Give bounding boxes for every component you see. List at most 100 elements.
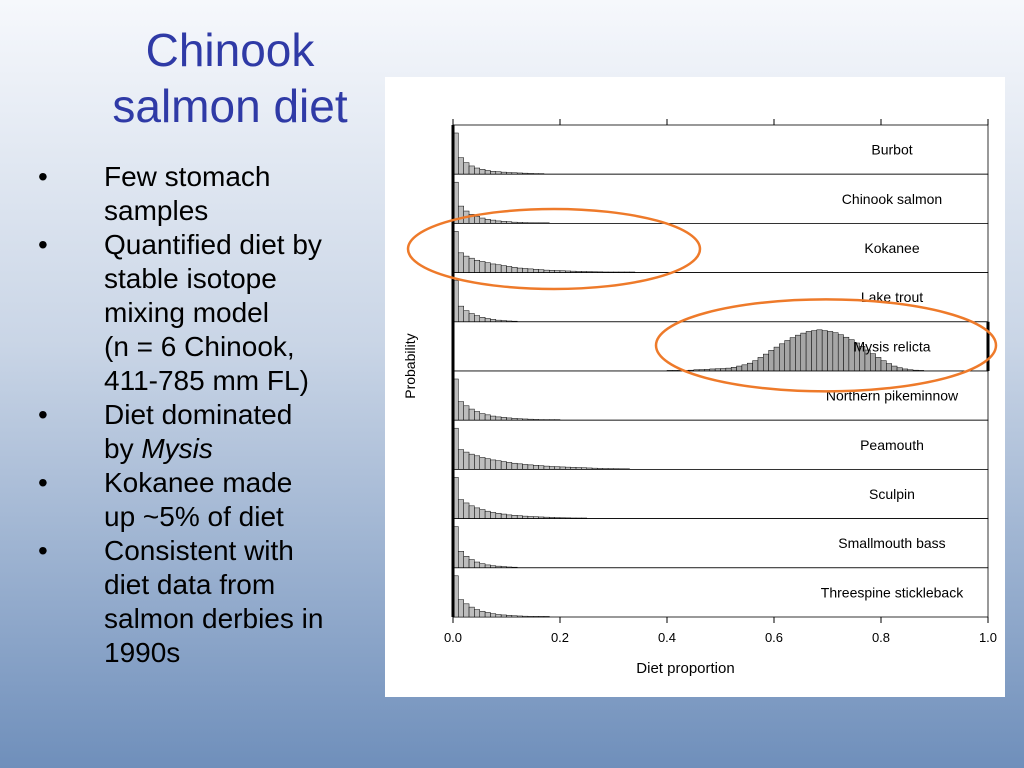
histogram-panel: Sculpin [452, 468, 989, 519]
bullet-line: Kokanee made [104, 467, 293, 498]
panel-label: Kokanee [864, 240, 919, 256]
histogram-bar [484, 318, 491, 323]
histogram-bar [516, 615, 523, 618]
slide-title-line2: salmon diet [112, 80, 348, 133]
histogram-bar [495, 264, 502, 273]
histogram-bar [484, 262, 491, 273]
histogram-bar [886, 363, 892, 372]
histogram-bar [779, 343, 785, 372]
histogram-bar [484, 414, 491, 421]
histogram-bar [870, 353, 876, 372]
histogram-bar [474, 167, 481, 175]
histogram-panel: Threespine stickleback [452, 567, 989, 618]
histogram-bar [484, 170, 491, 175]
histogram-bar [827, 331, 834, 372]
histogram-bar [832, 332, 839, 372]
histogram-bar [763, 353, 769, 372]
histogram-panel: Mysis relicta [452, 321, 989, 372]
histogram-bar [463, 556, 470, 569]
panel-frame [452, 272, 989, 323]
histogram-bar [880, 360, 887, 372]
histogram-bar [500, 614, 507, 618]
histogram-bar [736, 365, 743, 372]
panel-frame [452, 567, 989, 618]
histogram-bar [458, 401, 464, 421]
panel-label: Smallmouth bass [838, 535, 945, 551]
histogram-bar [522, 268, 529, 273]
histogram-bar [506, 462, 513, 470]
histogram-bar [474, 455, 481, 470]
histogram-bar [479, 457, 486, 470]
histogram-bar [458, 205, 464, 224]
bullet-line: Consistent with [104, 535, 294, 566]
x-tick-label: 0.4 [658, 630, 676, 645]
histogram-chart: Burbot Chinook salmon Kokanee Lake trout Mys… [402, 119, 998, 677]
histogram-bar [500, 461, 507, 470]
histogram-bar [463, 451, 470, 470]
histogram-bar [490, 263, 497, 273]
histogram-bar [757, 357, 764, 372]
bullet-line: up ~5% of diet [104, 501, 284, 532]
histogram-bar [474, 315, 481, 323]
histogram-bar [533, 465, 539, 470]
histogram-bar [811, 330, 818, 372]
highlight-ellipse-kokanee [406, 207, 702, 291]
bullet-line: samples [104, 195, 209, 226]
bullet-line: 411-785 mm FL) [104, 365, 309, 396]
histogram-bar [479, 217, 486, 224]
histogram-bar [522, 615, 529, 618]
histogram-bar [500, 265, 507, 273]
histogram-bar [484, 612, 491, 618]
histogram-bar [768, 350, 775, 372]
histogram-panel: Burbot [452, 124, 989, 175]
histogram-bar [527, 268, 534, 273]
histogram-panel: Northern pikeminnow [452, 370, 989, 421]
bullet-line: 1990s [104, 637, 181, 668]
histogram-bar [484, 510, 491, 519]
histogram-bar [474, 259, 481, 273]
histogram-bar [479, 413, 486, 421]
histogram-panel: Chinook salmon [452, 173, 989, 224]
bullet-line: stable isotope [104, 263, 277, 294]
bullet-item: • Quantified diet by stable isotope mixing … [30, 228, 390, 398]
histogram-bar [511, 462, 518, 470]
bullet-line: diet data from [104, 569, 276, 600]
x-tick-label: 0.6 [765, 630, 783, 645]
histogram-bar [468, 505, 475, 519]
histogram-bar [484, 219, 491, 224]
histogram-bar [538, 465, 545, 470]
histogram-bar [516, 515, 523, 519]
histogram-panel: Kokanee [452, 222, 989, 273]
histogram-bar [468, 257, 475, 273]
histogram-bar [479, 610, 486, 618]
histogram-bar [463, 310, 470, 323]
histogram-bar [495, 460, 502, 470]
histogram-bar [490, 171, 497, 175]
histogram-bar [468, 165, 475, 175]
histogram-bar [511, 615, 518, 618]
histogram-bar [516, 267, 523, 273]
bullet-line: Diet dominated [104, 399, 293, 430]
histogram-bar [479, 317, 486, 323]
histogram-bar [484, 458, 491, 470]
histogram-bar [816, 329, 823, 372]
histogram-bar [458, 499, 464, 519]
histogram-bar [490, 219, 497, 224]
histogram-bar [458, 599, 464, 618]
histogram-bar [468, 313, 475, 323]
bullet-line: Few stomach [104, 161, 271, 192]
histogram-bar [511, 266, 518, 273]
histogram-bar [800, 332, 807, 372]
histogram-bar [752, 360, 759, 372]
histogram-bar [468, 408, 475, 421]
histogram-bar [474, 561, 481, 569]
x-tick-label: 0.0 [444, 630, 462, 645]
histogram-bar [506, 514, 513, 519]
bullet-item: • Consistent with diet data from salmon der… [30, 534, 390, 670]
panel-label: Threespine stickleback [821, 584, 964, 600]
histogram-bar [511, 515, 518, 519]
histogram-bar [490, 459, 497, 470]
histogram-bar [458, 252, 464, 273]
bullet-line: (n = 6 Chinook, [104, 331, 295, 362]
bullet-line: salmon derbies in [104, 603, 324, 634]
